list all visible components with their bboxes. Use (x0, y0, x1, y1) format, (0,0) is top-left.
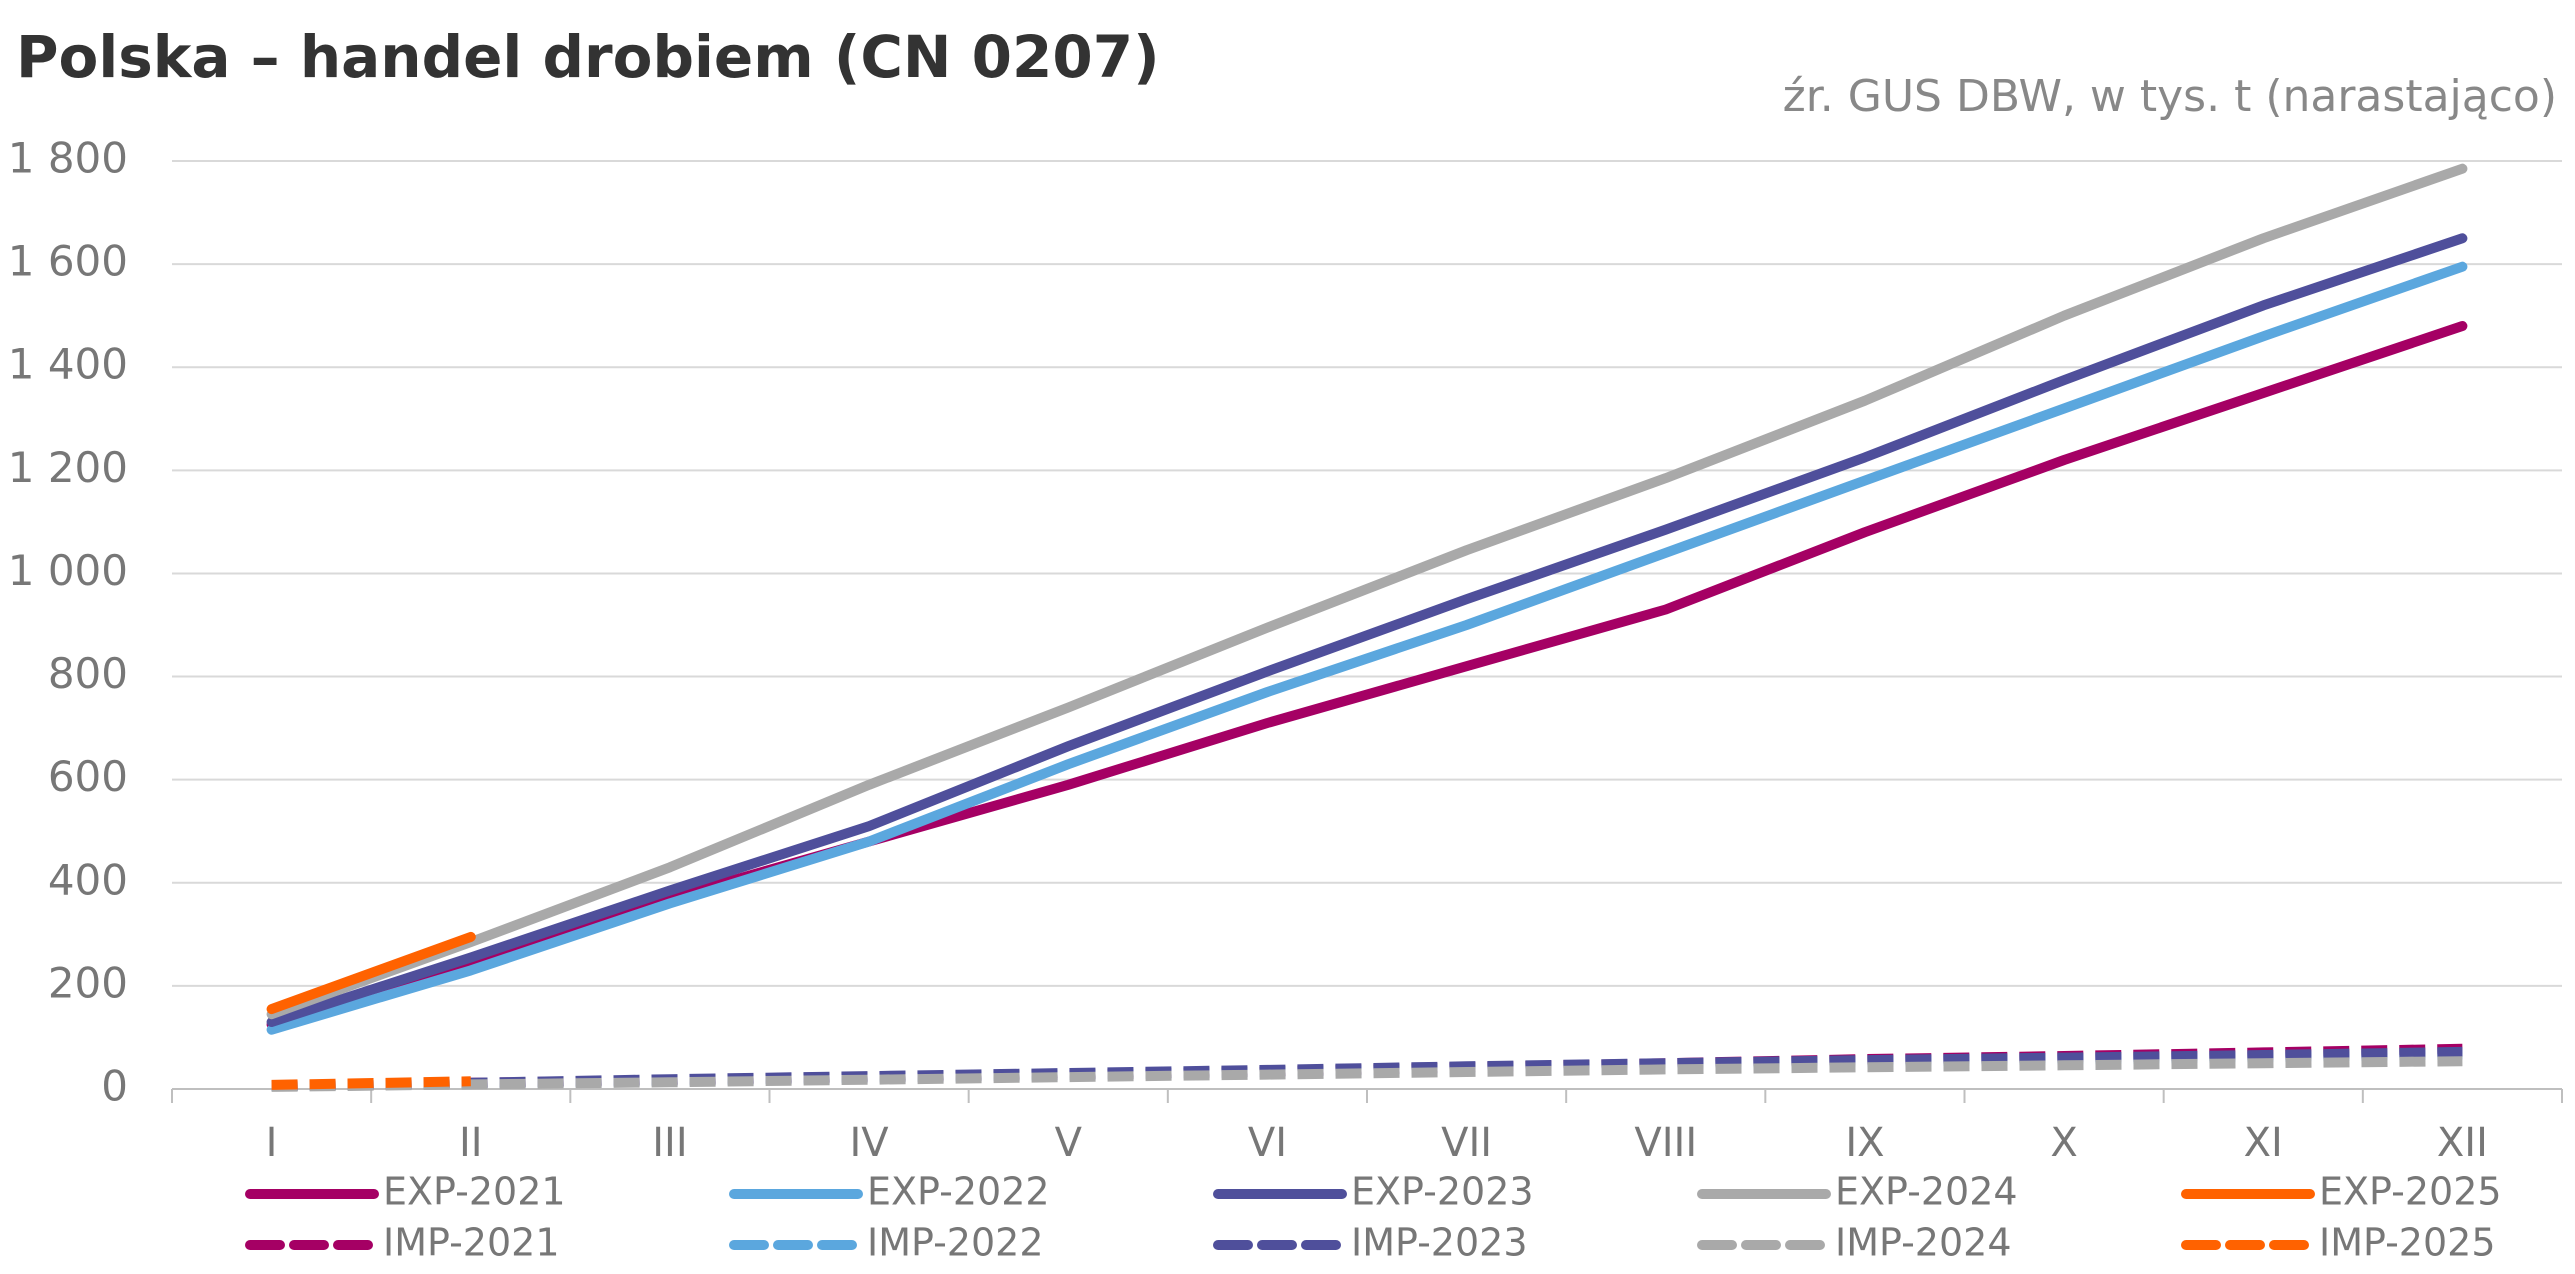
y-tick-label: 1 400 (8, 340, 128, 389)
x-tick-label: VIII (1634, 1120, 1697, 1166)
series-line (266, 931, 476, 1015)
legend-label: IMP-2021 (383, 1221, 560, 1265)
y-tick-label: 200 (48, 958, 128, 1007)
y-tick-label: 400 (48, 855, 128, 904)
x-tick-label: IV (849, 1120, 889, 1166)
chart-title: Polska – handel drobiem (CN 0207) (16, 23, 1160, 91)
y-tick-label: 600 (48, 752, 128, 801)
y-tick-label: 1 800 (8, 134, 128, 183)
series-line (266, 321, 2468, 1030)
x-tick-label: III (652, 1120, 687, 1166)
x-tick-label: II (459, 1120, 483, 1166)
y-tick-label: 800 (48, 649, 128, 698)
x-tick-label: VI (1248, 1120, 1287, 1166)
y-tick-label: 1 600 (8, 237, 128, 286)
legend-label: IMP-2025 (2319, 1221, 2496, 1265)
legend-label: EXP-2022 (867, 1170, 1050, 1214)
legend-label: IMP-2023 (1351, 1221, 1528, 1265)
legend-label: IMP-2024 (1835, 1221, 2012, 1265)
series-line (266, 233, 2468, 1027)
chart-subtitle: źr. GUS DBW, w tys. t (narastająco) (1783, 71, 2557, 122)
legend-label: IMP-2022 (867, 1221, 1044, 1265)
series-line (266, 261, 2468, 1035)
x-tick-label: V (1055, 1120, 1083, 1166)
series-line (271, 1076, 471, 1090)
series-line (266, 163, 2468, 1020)
legend-label: EXP-2024 (1835, 1170, 2018, 1214)
x-tick-label: XI (2244, 1120, 2283, 1166)
legend-label: EXP-2023 (1351, 1170, 1534, 1214)
series-line (271, 1056, 2463, 1092)
x-tick-label: XII (2437, 1120, 2488, 1166)
y-tick-label: 0 (101, 1062, 128, 1111)
x-tick-label: VII (1441, 1120, 1492, 1166)
x-tick-label: I (266, 1120, 278, 1166)
y-tick-label: 1 200 (8, 443, 128, 492)
legend-label: EXP-2021 (383, 1170, 566, 1214)
x-tick-label: X (2050, 1120, 2077, 1166)
legend-label: EXP-2025 (2319, 1170, 2502, 1214)
x-tick-label: IX (1845, 1120, 1884, 1166)
y-tick-label: 1 000 (8, 546, 128, 595)
